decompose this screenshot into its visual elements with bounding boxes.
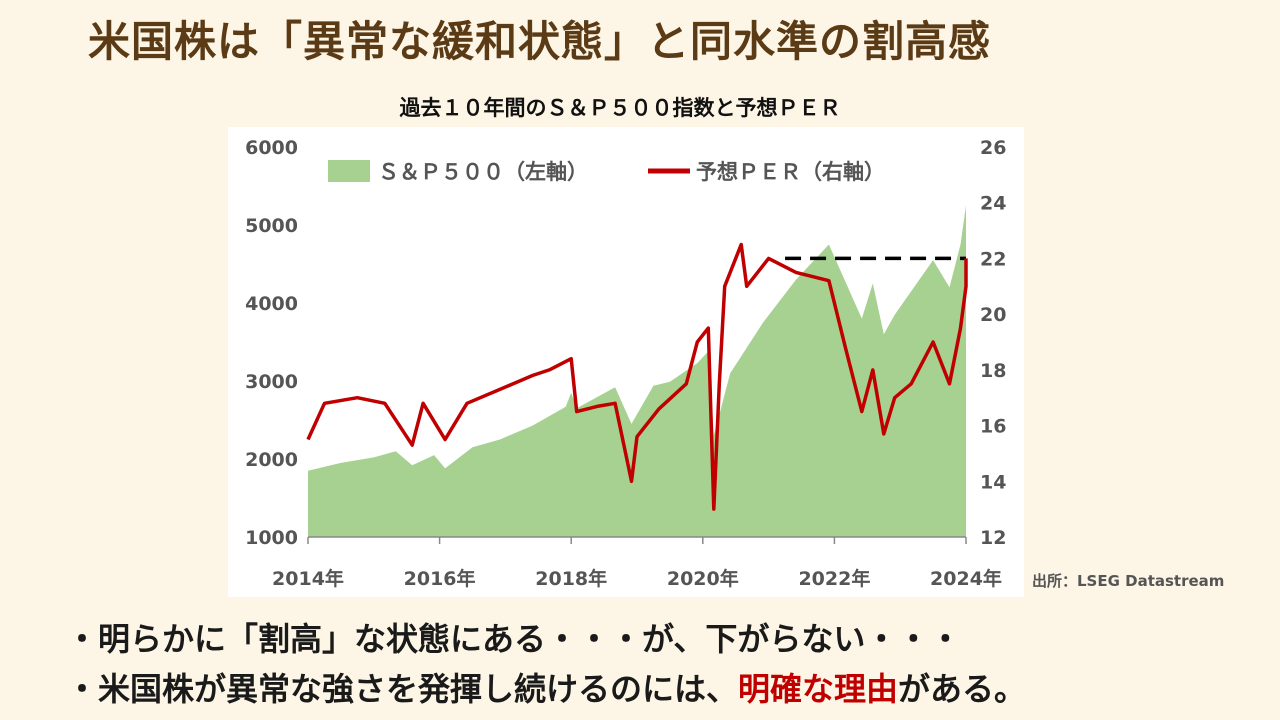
y-left-tick-label-4: 5000 [245, 215, 298, 237]
source-note: 出所：LSEG Datastream [1032, 572, 1225, 590]
y-left-tick-label-0: 1000 [245, 527, 298, 549]
y-right-tick-label-1: 14 [980, 471, 1006, 493]
y-right-tick-label-3: 18 [980, 360, 1006, 382]
y-right-tick-label-0: 12 [980, 527, 1006, 549]
y-left-tick-label-1: 2000 [245, 449, 298, 471]
bullet-point-2: ・米国株が異常な強さを発揮し続けるのには、明確な理由がある。 [66, 664, 1266, 710]
y-right-tick-label-5: 22 [980, 248, 1006, 270]
y-left-tick-label-3: 4000 [245, 293, 298, 315]
y-left-tick-label-2: 3000 [245, 371, 298, 393]
bullet-2-text-after: がある。 [898, 670, 1027, 708]
chart: 1000 2000 3000 4000 5000 6000 12 14 16 18 20 22 24 26… [245, 137, 1006, 590]
x-tick-label-2: 2018年 [535, 567, 607, 590]
x-tick-label-1: 2016年 [404, 567, 476, 590]
legend-swatch-sp500 [328, 160, 370, 182]
x-tick-label-0: 2014年 [272, 567, 344, 590]
page-title: 米国株は「異常な緩和状態」と同水準の割高感 [88, 17, 992, 66]
y-left-tick-label-5: 6000 [245, 137, 298, 159]
bullet-point-1: ・明らかに「割高」な状態にある・・・が、下がらない・・・ [66, 614, 1266, 660]
chart-title: 過去１０年間のＳ＆Ｐ５００指数と予想ＰＥＲ [399, 96, 841, 120]
legend-label-sp500: Ｓ＆Ｐ５００（左軸） [378, 160, 588, 184]
legend-label-per: 予想ＰＥＲ（右軸） [696, 160, 885, 184]
y-right-tick-label-7: 26 [980, 137, 1006, 159]
sp500-area [308, 174, 966, 538]
bullet-1-text: ・明らかに「割高」な状態にある・・・が、下がらない・・・ [66, 620, 962, 658]
bullet-2-text-before: ・米国株が異常な強さを発揮し続けるのには、 [66, 670, 739, 708]
per-line [306, 242, 968, 511]
chart-panel: 1000 2000 3000 4000 5000 6000 12 14 16 18 20 22 24 26… [228, 127, 1024, 597]
bullet-2-emphasis: 明確な理由 [738, 670, 899, 708]
x-tick-label-5: 2024年 [930, 567, 1002, 590]
x-tick-label-4: 2022年 [798, 567, 870, 590]
y-right-tick-label-6: 24 [980, 193, 1006, 215]
y-right-tick-label-4: 20 [980, 304, 1006, 326]
y-right-tick-label-2: 16 [980, 416, 1006, 438]
x-tick-label-3: 2020年 [667, 567, 739, 590]
